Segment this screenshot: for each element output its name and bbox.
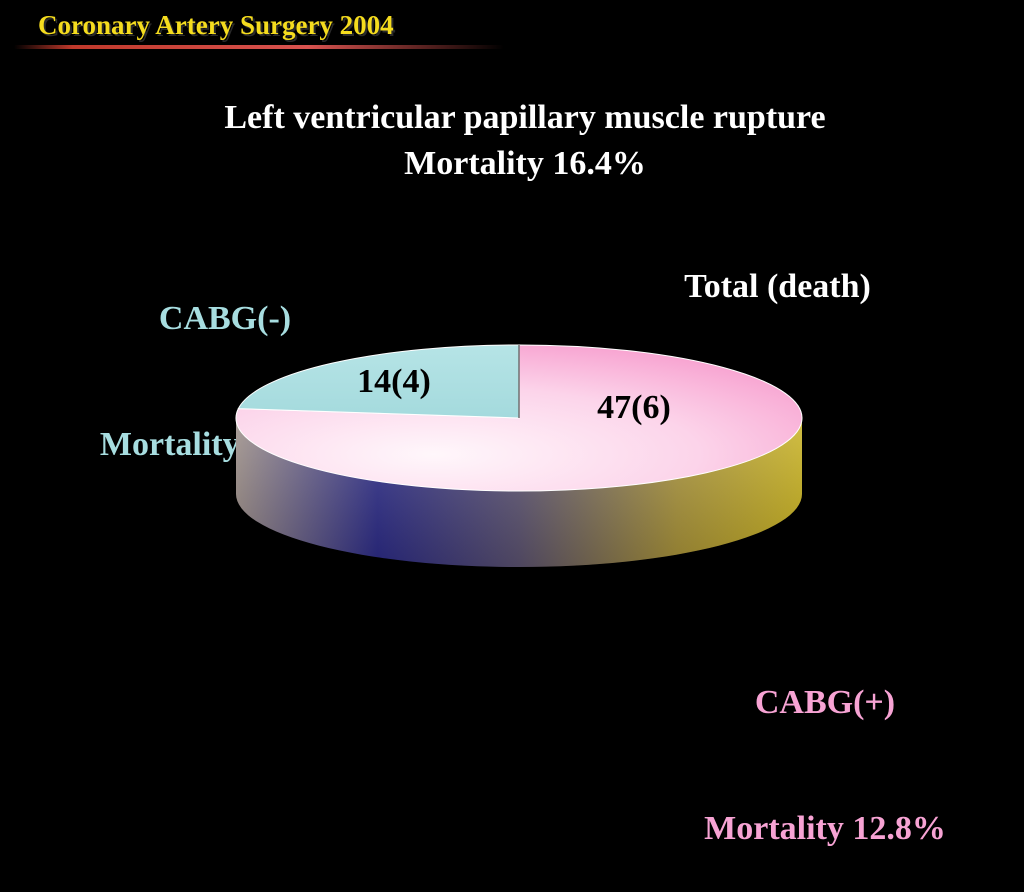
slide-header-title: Coronary Artery Surgery 2004: [38, 10, 394, 40]
header-underline: [14, 45, 504, 49]
cabg-plus-label: CABG(+) Mortality 12.8%: [660, 598, 990, 892]
cabg-plus-mortality: Mortality 12.8%: [704, 810, 946, 847]
cabg-minus-slice-label: 14(4): [357, 363, 431, 400]
pie-group: [235, 344, 803, 567]
pie-slice-cabg-minus: [237, 344, 520, 419]
pie-chart: 47(6) 14(4): [235, 344, 803, 567]
cabg-minus-name: CABG(-): [158, 300, 292, 337]
pie-side-shading: [236, 418, 802, 567]
cabg-plus-slice-label: 47(6): [597, 389, 671, 426]
total-death-label: Total (death): [684, 268, 871, 305]
chart-subtitle: Mortality 16.4%: [404, 145, 646, 182]
cabg-plus-name: CABG(+): [754, 684, 896, 721]
chart-title: Left ventricular papillary muscle ruptur…: [224, 99, 826, 136]
